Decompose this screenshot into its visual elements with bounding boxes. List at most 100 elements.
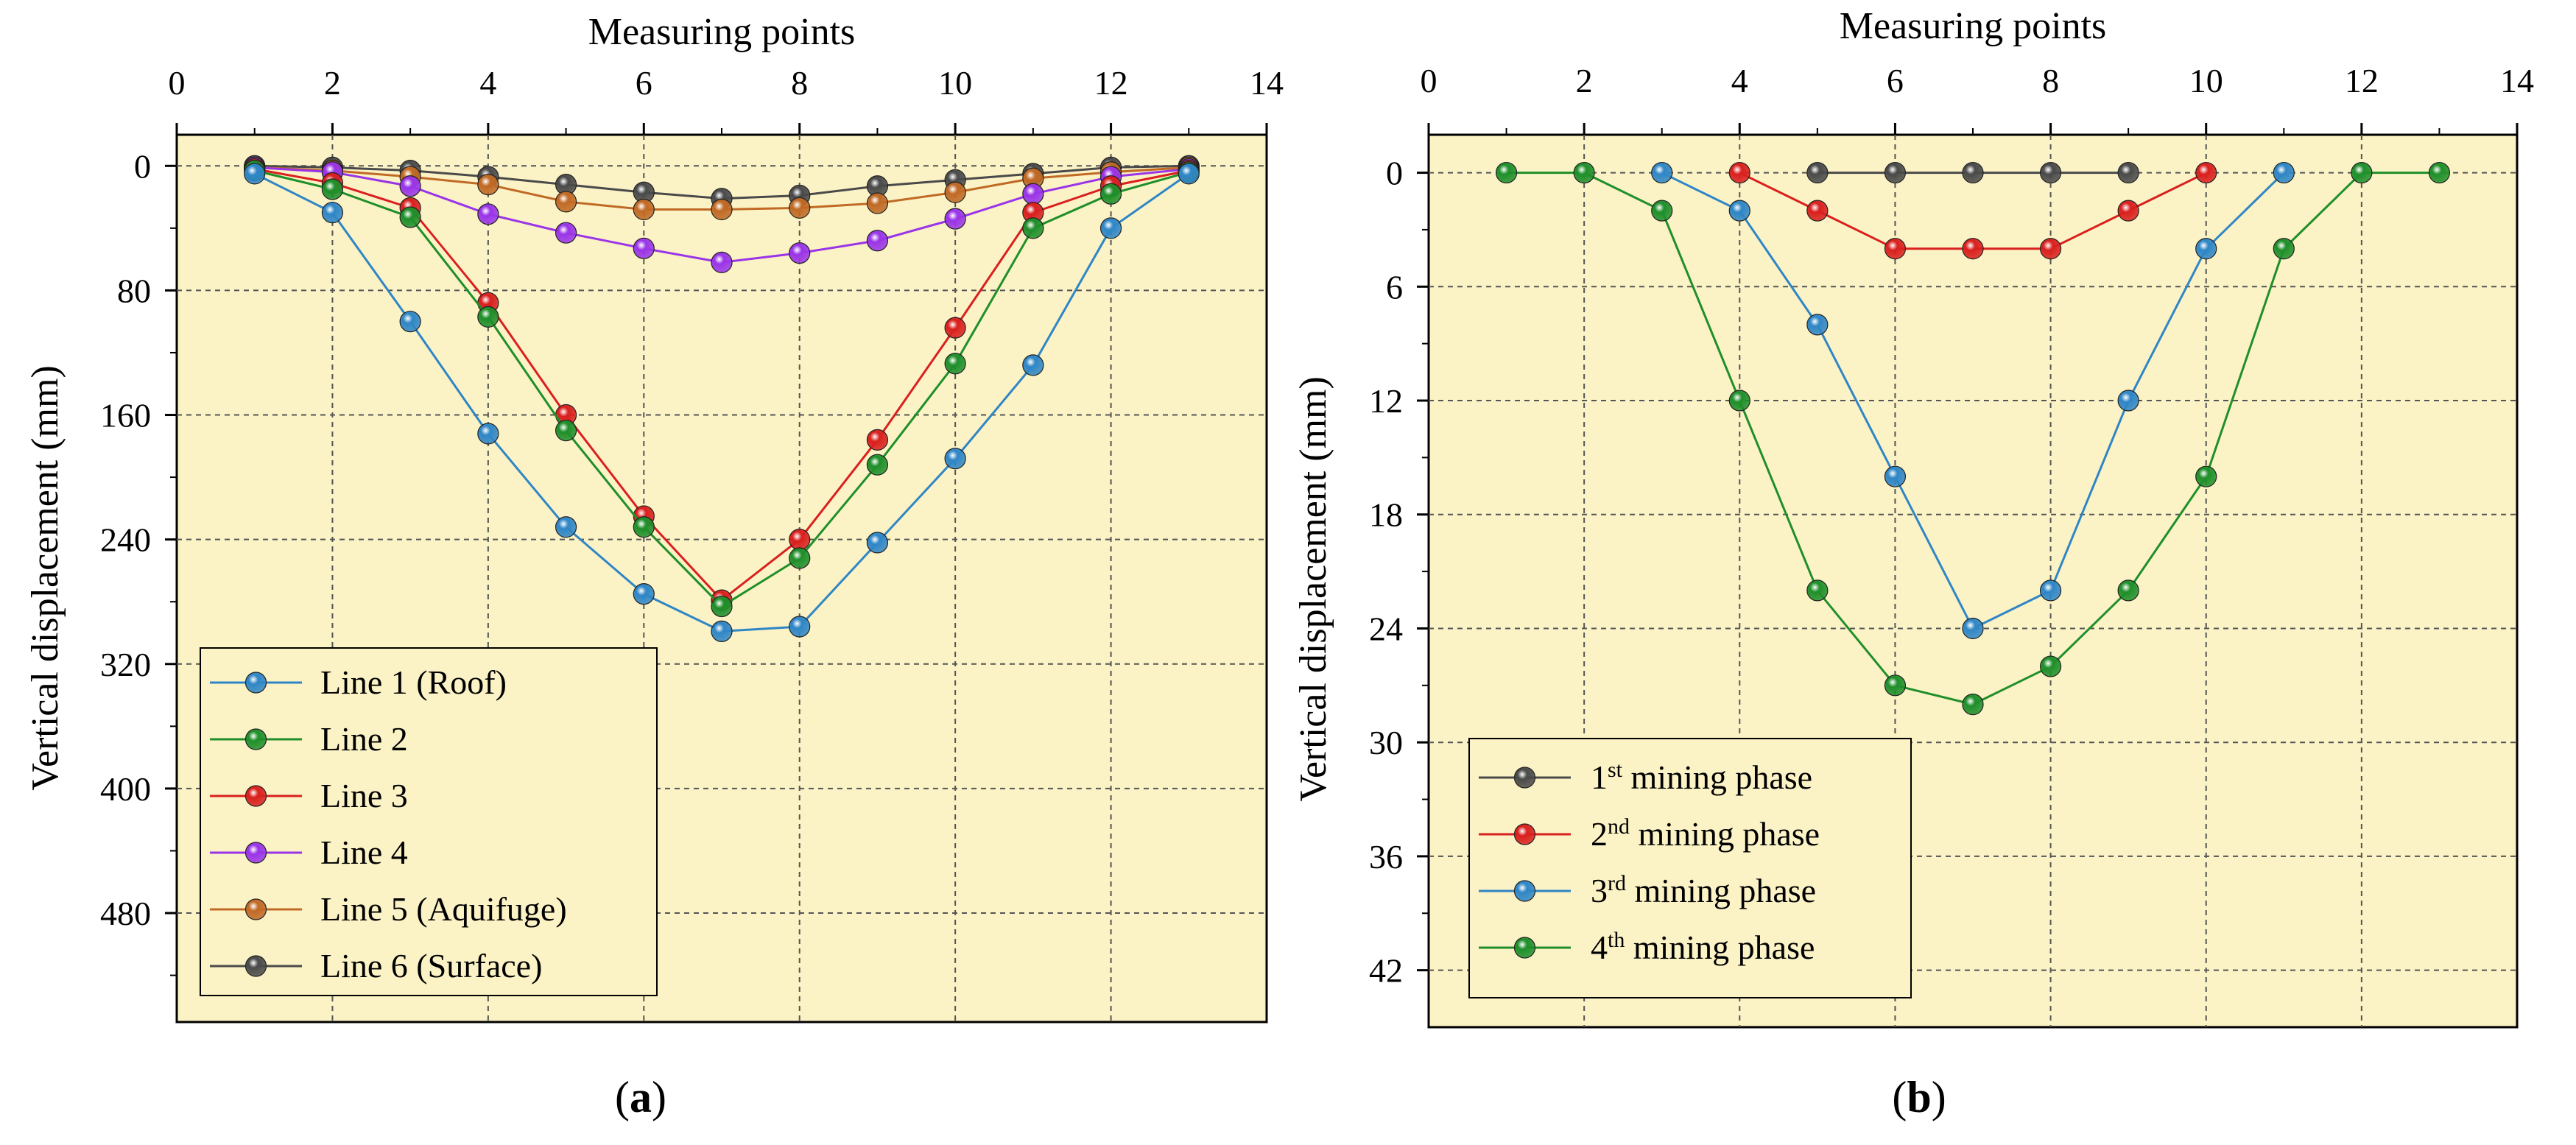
panel-b-series-4-point — [1806, 579, 1829, 602]
panel-a-series-1-point — [321, 202, 344, 224]
panel-b-series-3-point — [1728, 200, 1750, 222]
panel-b-y-tick-label: 42 — [1369, 952, 1403, 990]
panel-b-series-2-point — [1962, 238, 1984, 260]
panel-b-y-tick-label: 18 — [1369, 496, 1403, 534]
panel-b-series-2-point — [1728, 161, 1750, 184]
panel-b-x-tick-label: 6 — [1887, 62, 1904, 99]
panel-a-legend-marker-6 — [244, 955, 267, 977]
panel-a-legend-marker-3 — [244, 785, 267, 807]
panel-a-x-tick-label: 8 — [791, 64, 808, 102]
panel-a-label: (a) — [615, 1073, 666, 1121]
panel-a-series-4-point — [1022, 183, 1044, 205]
panel-b-label: (b) — [1892, 1073, 1946, 1121]
panel-a-series-5-point — [555, 191, 577, 213]
panel-b-series-3-point — [2039, 579, 2062, 602]
panel-a-legend-marker-1 — [244, 672, 267, 694]
panel-a-series-1-point — [944, 448, 966, 470]
panel-a-y-tick-label: 400 — [100, 770, 151, 808]
panel-a-series-2-point — [944, 353, 966, 375]
panel-b-series-4-point — [2117, 579, 2139, 602]
panel-a-series — [244, 155, 1200, 642]
panel-a-legend-marker-2 — [244, 728, 267, 750]
panel-b-x-tick-label: 4 — [1731, 62, 1748, 99]
panel-b-series-4-point — [1962, 694, 1984, 716]
panel-a-series-4-point — [633, 237, 655, 259]
panel-a-series-1-point — [477, 423, 499, 445]
panel-b-series-4-point — [2428, 161, 2451, 184]
panel-b-series-2-point — [2039, 238, 2062, 260]
panel-b-x-tick-label: 10 — [2189, 62, 2223, 99]
panel-a-series-2-point — [477, 306, 499, 328]
panel-b-y-tick-label: 24 — [1369, 610, 1403, 647]
panel-b-x-tick-label: 12 — [2345, 62, 2379, 99]
panel-a-ticks: 0 2 4 6 8 10 12 14 0 80 160 240 320 400 480 — [100, 64, 1284, 976]
panel-a-series-4-point — [555, 222, 577, 244]
panel-b-y-tick-label: 12 — [1369, 382, 1403, 420]
panel-b-y-axis-label: Vertical displacement (mm) — [1292, 376, 1334, 802]
panel-a-y-tick-label: 160 — [100, 397, 151, 434]
panel-a-series-1-point — [555, 516, 577, 538]
panel-b-series-4-point — [1495, 161, 1518, 184]
panel-b-series-3-point — [2117, 390, 2139, 412]
panel-b-series-3-point — [1806, 314, 1829, 336]
panel-b-legend-marker-4 — [1513, 937, 1536, 959]
panel-b-series-1-point — [2117, 161, 2139, 184]
panel-a-series-2-point — [555, 420, 577, 442]
panel-b-y-tick-label: 6 — [1386, 268, 1403, 306]
panel-a-legend-label-5: Line 5 (Aquifuge) — [320, 890, 567, 928]
panel-b-legend-marker-2 — [1513, 823, 1536, 845]
panel-b-legend-label-2: 2nd mining phase — [1591, 814, 1820, 853]
panel-b-series — [1495, 161, 2451, 716]
panel-a-x-axis-label: Measuring points — [588, 11, 856, 53]
panel-b-y-tick-label: 30 — [1369, 724, 1403, 761]
panel-a-series-2-point — [866, 454, 889, 476]
panel-a-series-5-point — [711, 198, 733, 221]
panel-b-series-4-point — [2195, 465, 2217, 487]
panel-a-series-5-point — [944, 181, 966, 203]
panel-a-series-4-point — [399, 175, 421, 197]
panel-a-legend-label-2: Line 2 — [320, 720, 408, 758]
panel-a-x-tick-label: 12 — [1094, 64, 1128, 102]
panel-a-legend-marker-4 — [244, 842, 267, 864]
panel-a-series-1-point — [633, 583, 655, 605]
panel-a-series-3-point — [866, 429, 889, 451]
panel-b-grid — [1429, 135, 2517, 1027]
panel-b-series-2-point — [2117, 200, 2139, 222]
panel-b-x-tick-label: 14 — [2500, 62, 2534, 99]
panel-a-series-1-point — [1178, 163, 1200, 185]
panel-a-y-tick-label: 80 — [117, 272, 151, 309]
panel-a-series-2-point — [399, 206, 421, 228]
panel-b-series-3-point — [1651, 161, 1673, 184]
panel-a-series-4-point — [711, 251, 733, 273]
panel-a-legend-label-6: Line 6 (Surface) — [320, 947, 542, 984]
panel-a-legend: Line 1 (Roof) Line 2 Line 3 Line 4 Line 5 (A… — [210, 663, 567, 984]
panel-a-series-2-point — [711, 595, 733, 618]
panel-b-legend-label-3: 3rd mining phase — [1591, 871, 1816, 909]
panel-a-series-3-point — [789, 529, 811, 551]
panel-b-series-2-point — [2195, 161, 2217, 184]
panel-a-x-tick-label: 10 — [938, 64, 972, 102]
panel-a-series-2-point — [789, 547, 811, 569]
panel-a-series-2-point — [321, 178, 344, 200]
panel-a-series-2-point — [1099, 183, 1122, 205]
panel-b-series-4-point — [1573, 161, 1595, 184]
panel-b-series-1-point — [2039, 161, 2062, 184]
panel-b-series-4-point — [2039, 655, 2062, 677]
panel-b-y-tick-label: 0 — [1386, 155, 1403, 192]
panel-a-series-1-point — [244, 163, 266, 185]
panel-a-series-5-point — [633, 198, 655, 221]
panel-b-series-3-point — [1962, 617, 1984, 640]
panel-a-series-5-point — [789, 197, 811, 219]
panel-a-series-5-point — [477, 174, 499, 196]
panel-a-series-1-point — [1099, 217, 1122, 239]
panel-b-legend: 1st mining phase 2nd mining phase 3rd mini… — [1479, 758, 1820, 966]
panel-a-series-2-point — [1022, 217, 1044, 239]
panel-a-x-tick-label: 14 — [1250, 64, 1284, 102]
panel-a-legend-label-4: Line 4 — [320, 834, 408, 871]
panel-b-series-2-point — [1806, 200, 1829, 222]
panel-a-series-2-point — [633, 516, 655, 538]
panel-a-legend-marker-5 — [244, 898, 267, 920]
panel-a-y-tick-label: 240 — [100, 521, 151, 559]
panel-a-series-1-point — [1022, 354, 1044, 376]
panel-b-series-4-point — [2351, 161, 2373, 184]
